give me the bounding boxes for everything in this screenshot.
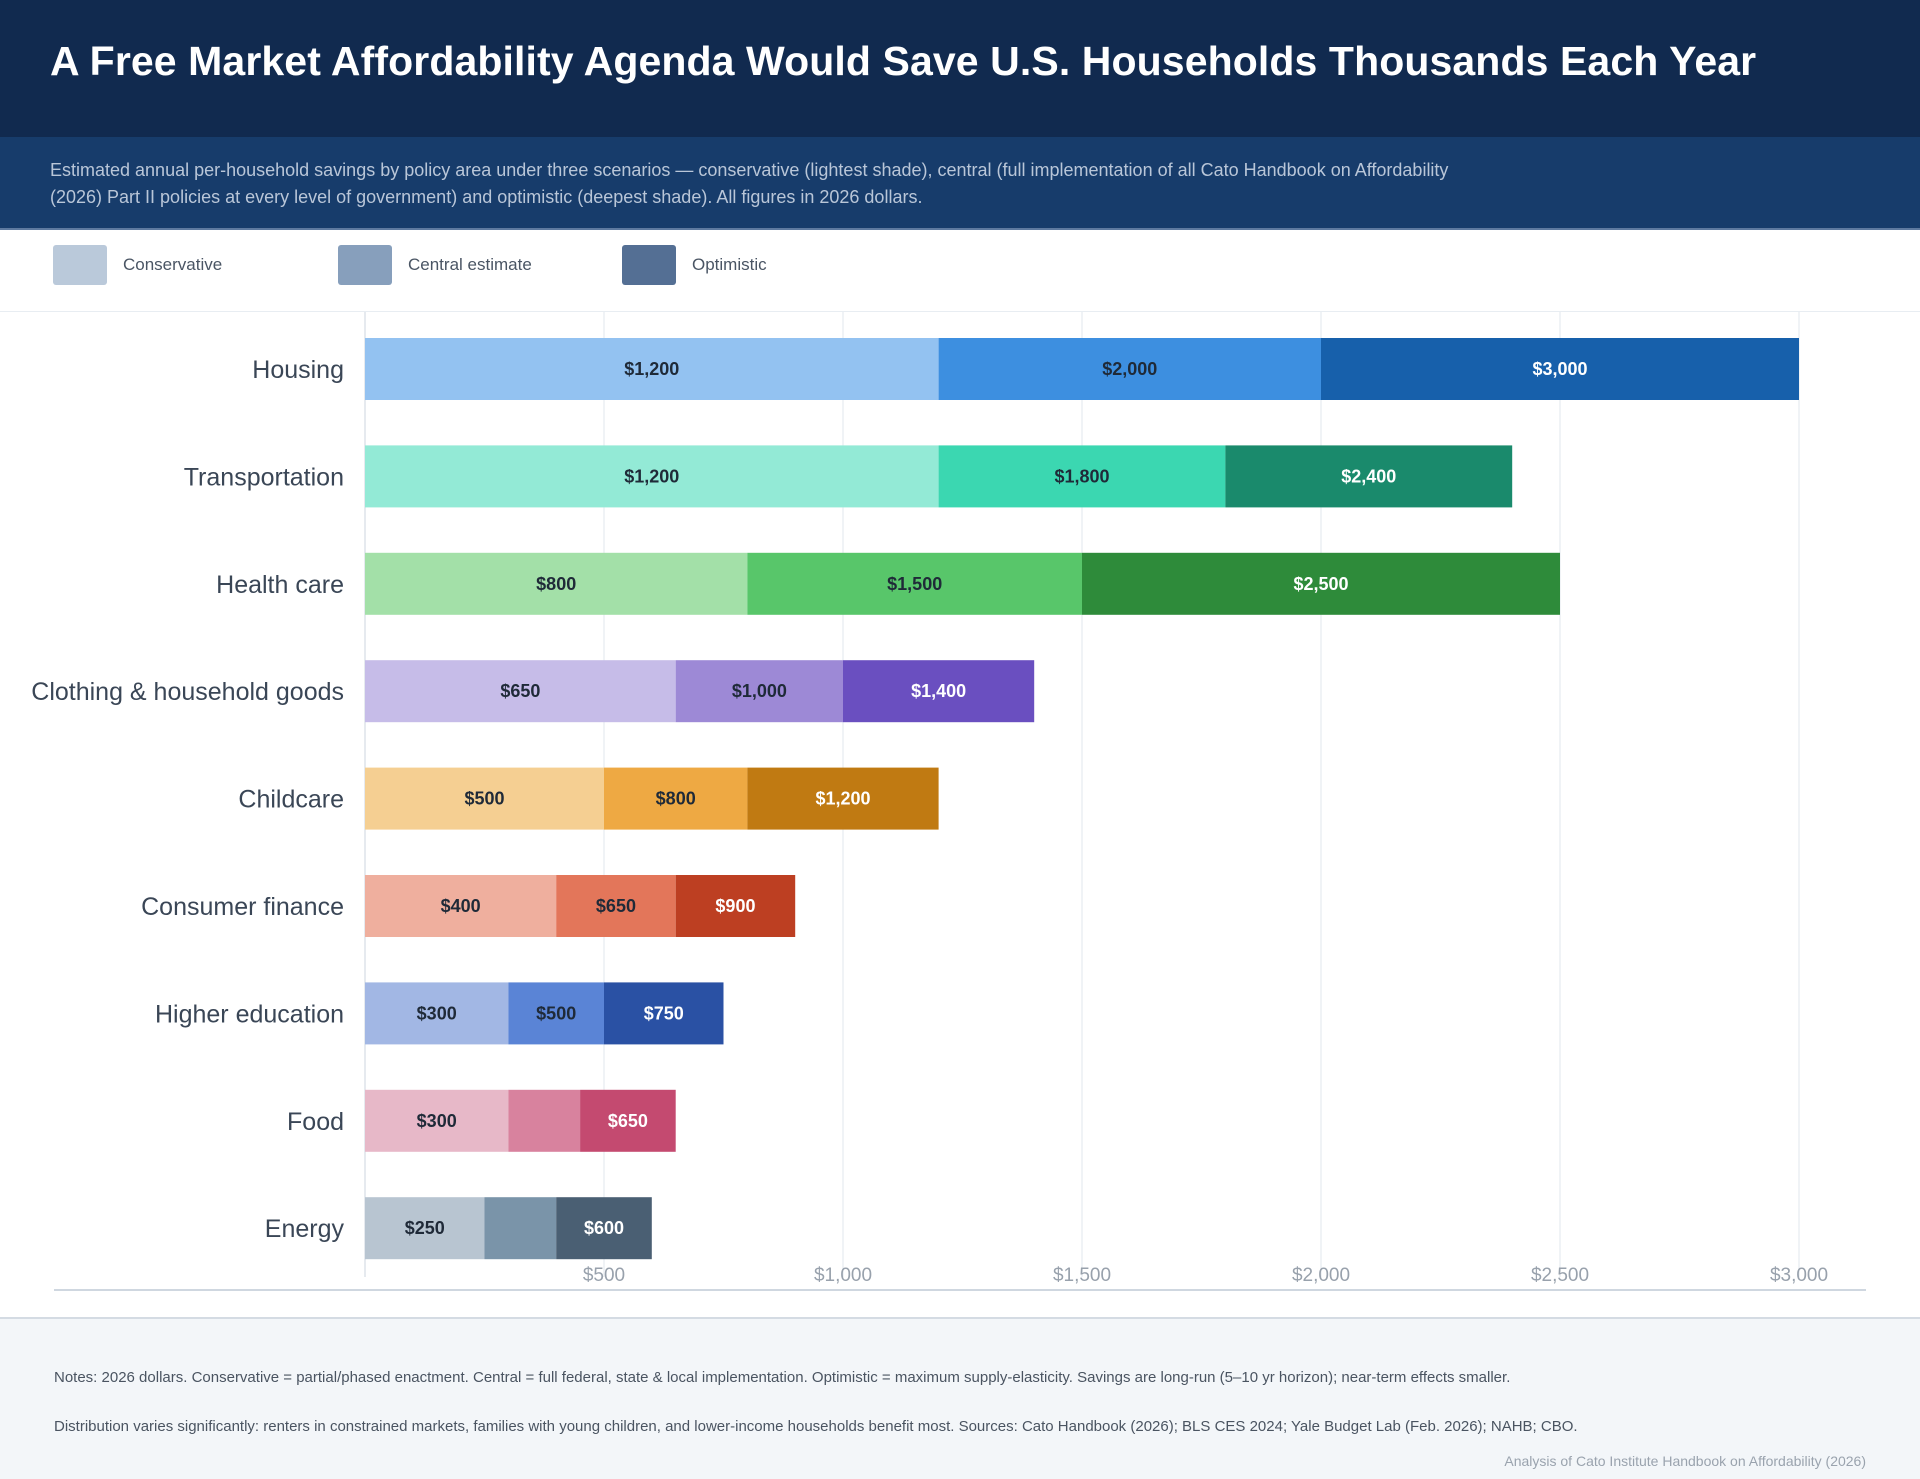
bar-value-label: $250 <box>405 1218 445 1238</box>
bar-segment-optimistic <box>580 1089 676 1152</box>
category-label: Energy <box>265 1215 345 1243</box>
bar-segment-conservative <box>365 982 509 1045</box>
bar-segment-conservative <box>365 1197 485 1260</box>
bar-segment-optimistic <box>843 660 1035 723</box>
bar-segment-central-estimate <box>938 445 1226 508</box>
footer: Notes: 2026 dollars. Conservative = part… <box>0 1317 1920 1479</box>
bar-segment-conservative <box>365 767 604 830</box>
legend-item-optimistic: Optimistic <box>622 245 767 285</box>
bar-value-label: $1,400 <box>911 681 966 701</box>
bar-value-label: $800 <box>536 574 576 594</box>
bar-segment-optimistic <box>675 875 796 937</box>
x-tick-label: $2,000 <box>1292 1265 1350 1286</box>
x-tick-label: $500 <box>583 1265 625 1286</box>
chart-title: A Free Market Affordability Agenda Would… <box>50 38 1757 84</box>
legend: Conservative Central estimate Optimistic <box>0 232 1920 312</box>
bar-segment-conservative <box>365 445 939 508</box>
category-label: Housing <box>252 356 344 384</box>
bar-segment-conservative <box>365 552 748 615</box>
x-tick-label: $3,000 <box>1770 1265 1828 1286</box>
bar-value-label: $300 <box>417 1111 457 1131</box>
category-label: Clothing & household goods <box>31 678 344 706</box>
bar-segment-conservative <box>365 1089 509 1152</box>
bar-value-label: $1,800 <box>1054 466 1109 486</box>
bar-segment-optimistic <box>1321 338 1799 400</box>
legend-item-conservative: Conservative <box>53 245 222 285</box>
bar-segment-central-estimate <box>556 875 676 937</box>
bar-value-label: $500 <box>464 789 504 809</box>
bar-segment-central-estimate <box>675 660 843 723</box>
chart-subtitle: Estimated annual per-household savings b… <box>50 160 1449 207</box>
bar-value-label: $650 <box>500 681 540 701</box>
footnote-1: Notes: 2026 dollars. Conservative = part… <box>54 1369 1511 1386</box>
legend-label: Central estimate <box>408 255 532 274</box>
bar-value-label: $1,000 <box>732 681 787 701</box>
bar-segment-conservative <box>365 660 676 723</box>
bar-value-label: $500 <box>536 1003 576 1023</box>
bar-value-label: $750 <box>644 1003 684 1023</box>
bar-segment-conservative <box>365 875 557 937</box>
x-tick-label: $1,000 <box>814 1265 872 1286</box>
category-label: Health care <box>216 571 344 599</box>
bar-value-label: $1,200 <box>815 789 870 809</box>
category-label: Consumer finance <box>141 893 344 921</box>
bar-value-label: $650 <box>596 896 636 916</box>
bar-value-label: $900 <box>715 896 755 916</box>
bar-segment-central-estimate <box>508 1089 581 1152</box>
bar-segment-conservative <box>365 338 939 400</box>
category-label: Food <box>287 1108 344 1136</box>
category-label: Childcare <box>238 786 344 814</box>
bar-segment-optimistic <box>747 767 939 830</box>
bar-segment-central-estimate <box>938 338 1321 400</box>
bar-value-label: $600 <box>584 1218 624 1238</box>
footnote-2: Distribution varies significantly: rente… <box>54 1418 1578 1435</box>
bar-segment-central-estimate <box>604 767 748 830</box>
bar-value-label: $2,400 <box>1341 466 1396 486</box>
x-tick-label: $1,500 <box>1053 1265 1111 1286</box>
bar-value-label: $1,200 <box>624 359 679 379</box>
subheader: Estimated annual per-household savings b… <box>0 137 1920 230</box>
bar-segment-optimistic <box>556 1197 652 1260</box>
legend-item-central: Central estimate <box>338 245 532 285</box>
bar-value-label: $1,200 <box>624 466 679 486</box>
bar-value-label: $2,500 <box>1293 574 1348 594</box>
bar-value-label: $300 <box>417 1003 457 1023</box>
legend-label: Optimistic <box>692 255 767 274</box>
header: A Free Market Affordability Agenda Would… <box>0 0 1920 137</box>
legend-swatch-central <box>338 245 392 285</box>
bar-segment-central-estimate <box>484 1197 557 1260</box>
bar-segment-central-estimate <box>747 552 1082 615</box>
legend-swatch-optimistic <box>622 245 676 285</box>
bar-value-label: $650 <box>608 1111 648 1131</box>
chart-area: $500 $1,000 $1,500 $2,000 $2,500 $3,000 Housin… <box>0 312 1920 1317</box>
bar-chart: $500 $1,000 $1,500 $2,000 $2,500 $3,000 Housin… <box>31 312 1866 1291</box>
bar-value-label: $800 <box>656 789 696 809</box>
category-label: Transportation <box>184 463 344 491</box>
legend-swatch-conservative <box>53 245 107 285</box>
x-tick-label: $2,500 <box>1531 1265 1589 1286</box>
bar-value-label: $3,000 <box>1532 359 1587 379</box>
legend-label: Conservative <box>123 255 223 274</box>
source-credit: Analysis of Cato Institute Handbook on A… <box>1504 1453 1866 1469</box>
bar-value-label: $2,000 <box>1102 359 1157 379</box>
bar-segment-optimistic <box>1225 445 1513 508</box>
bar-value-label: $1,500 <box>887 574 942 594</box>
bar-value-label: $400 <box>441 896 481 916</box>
bar-segment-optimistic <box>1082 552 1560 615</box>
bar-segment-optimistic <box>604 982 724 1045</box>
bar-segment-central-estimate <box>508 982 604 1045</box>
category-label: Higher education <box>155 1000 344 1028</box>
